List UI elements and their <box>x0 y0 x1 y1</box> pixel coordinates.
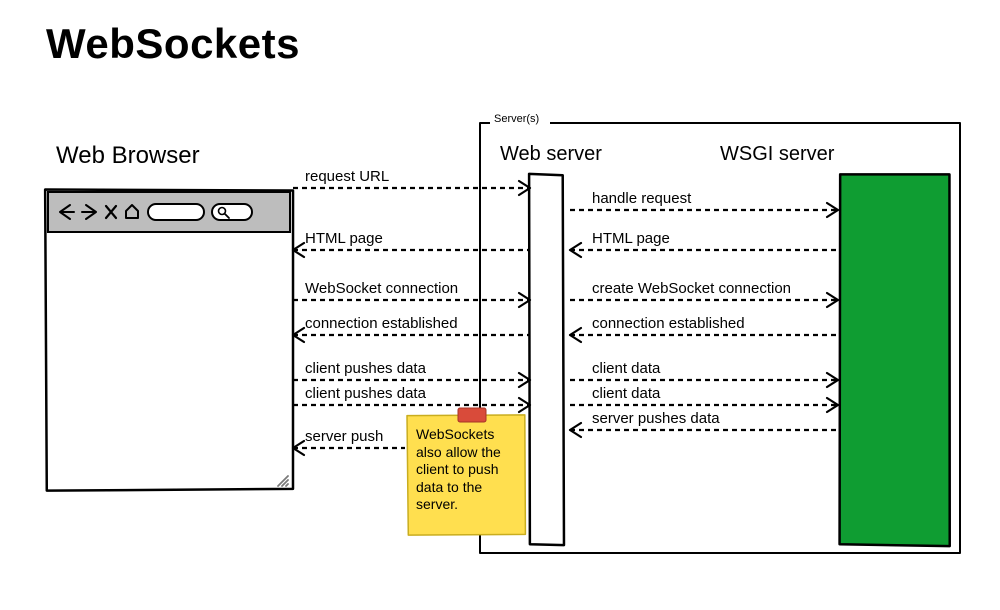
wsgi-server-label: WSGI server <box>720 143 834 166</box>
page-title: WebSockets <box>46 20 300 68</box>
arrow-label: client pushes data <box>305 360 426 377</box>
arrow-label: connection established <box>592 315 745 332</box>
arrow-label: request URL <box>305 168 389 185</box>
arrow-label: connection established <box>305 315 458 332</box>
arrow-label: HTML page <box>305 230 383 247</box>
diagram-canvas <box>0 0 1000 610</box>
servers-group-label: Server(s) <box>494 113 539 125</box>
web-server-label: Web server <box>500 143 602 166</box>
arrow-label: server pushes data <box>592 410 720 427</box>
arrow-label: handle request <box>592 190 691 207</box>
sticky-note-text: WebSockets also allow the client to push… <box>416 426 520 514</box>
arrow-label: HTML page <box>592 230 670 247</box>
arrow-label: client data <box>592 385 660 402</box>
arrow-label: client pushes data <box>305 385 426 402</box>
arrow-label: create WebSocket connection <box>592 280 791 297</box>
browser-label: Web Browser <box>56 142 200 170</box>
arrow-label: client data <box>592 360 660 377</box>
arrow-label: server push <box>305 428 383 445</box>
arrow-label: WebSocket connection <box>305 280 458 297</box>
